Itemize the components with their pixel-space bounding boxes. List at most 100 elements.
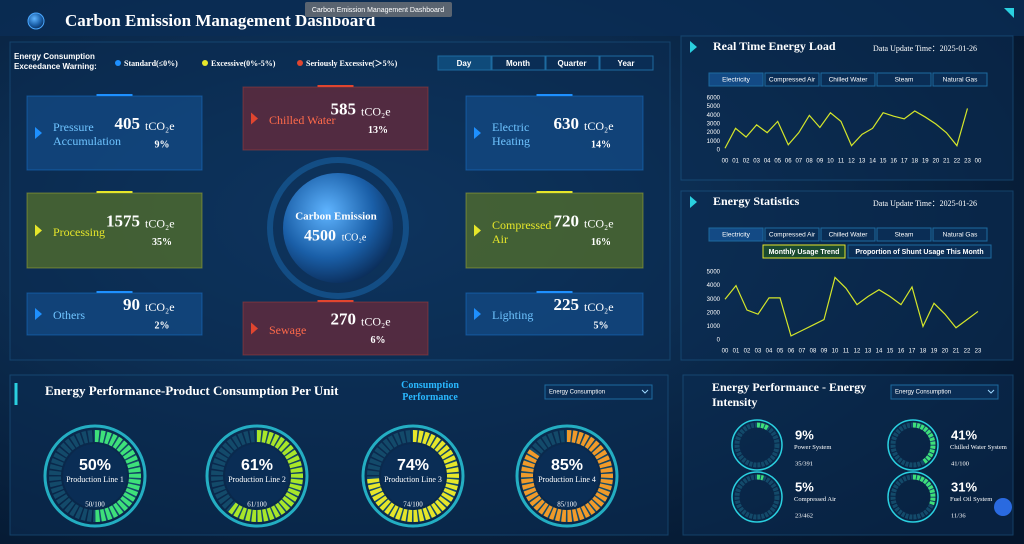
- chart-subtab[interactable]: [847, 244, 992, 259]
- source-name-box: Pressure Accumulation: [53, 120, 121, 148]
- chart-tab-label[interactable]: Compressed Air: [769, 232, 816, 239]
- chart-tab-label[interactable]: Electricity: [722, 232, 751, 239]
- tooltip: [305, 2, 452, 17]
- x-tick-label: 00: [722, 159, 729, 165]
- source-share: 13%: [368, 125, 388, 136]
- source-share: 6%: [371, 335, 386, 346]
- x-tick-label: 19: [922, 159, 929, 165]
- period-tab[interactable]: [437, 55, 492, 71]
- mini-gauge-ring: [731, 419, 783, 471]
- card-accent: [536, 291, 573, 293]
- chart-tab-label[interactable]: Chilled Water: [829, 232, 869, 239]
- x-tick-label: 02: [744, 349, 751, 355]
- source-value: 405: [115, 114, 141, 133]
- chart-tab-label[interactable]: Electricity: [722, 77, 751, 84]
- dropdown-label[interactable]: Energy Consumption: [895, 390, 951, 396]
- chart-tab[interactable]: [876, 227, 932, 242]
- x-tick-label: 21: [953, 349, 960, 355]
- chart-tab[interactable]: [708, 72, 764, 87]
- chart-tab[interactable]: [820, 227, 876, 242]
- chart-subtitle: Data Update Time：2025-01-26: [873, 199, 977, 208]
- legend-dot: [297, 60, 303, 66]
- gauge-value: 61%: [241, 457, 273, 474]
- x-tick-label: 08: [806, 159, 813, 165]
- x-tick-label: 03: [755, 349, 762, 355]
- x-tick-label: 16: [898, 349, 905, 355]
- chart-tab[interactable]: [876, 72, 932, 87]
- intensity-name-box: Chilled Water System: [950, 444, 1007, 451]
- chart-subtab-label[interactable]: Proportion of Shunt Usage This Month: [855, 249, 983, 256]
- chart-tab[interactable]: [764, 227, 820, 242]
- source-name-box: Lighting: [492, 308, 533, 322]
- performance-subtitle-box: Consumption Performance: [401, 380, 459, 403]
- period-tab-label[interactable]: Day: [457, 59, 472, 68]
- intensity-name: Fuel Oil System: [950, 496, 993, 503]
- chart-tab[interactable]: [764, 72, 820, 87]
- logo: [27, 12, 45, 30]
- x-tick-label: 18: [920, 349, 927, 355]
- chart-tab-label[interactable]: Compressed Air: [769, 77, 816, 84]
- period-tab[interactable]: [599, 55, 654, 71]
- mini-gauge-progress: [756, 474, 764, 481]
- chart-tab-label[interactable]: Chilled Water: [829, 77, 869, 84]
- assistant-button[interactable]: [994, 498, 1012, 516]
- source-card: [26, 95, 203, 171]
- card-arrow: [474, 308, 481, 320]
- chart-tab-label[interactable]: Natural Gas: [943, 232, 978, 239]
- source-name-box: Electric Heating: [492, 120, 530, 148]
- chart-tab[interactable]: [708, 227, 764, 242]
- card-accent: [96, 191, 133, 193]
- chart-subtab-label[interactable]: Monthly Usage Trend: [769, 249, 840, 256]
- source-unit: tCO₂e: [145, 300, 175, 314]
- chart-tab-label[interactable]: Steam: [895, 77, 914, 84]
- intensity-title: Energy Performance - Energy Intensity: [712, 380, 867, 409]
- x-tick-label: 01: [732, 159, 739, 165]
- line-series: [724, 276, 979, 337]
- gauge-value: 74%: [397, 457, 429, 474]
- x-tick-label: 12: [854, 349, 861, 355]
- gauge-value: 50%: [79, 457, 111, 474]
- chart-tab-label[interactable]: Natural Gas: [943, 77, 978, 84]
- header-bar: [0, 0, 1024, 36]
- period-tab-label[interactable]: Year: [618, 59, 635, 68]
- intensity-name-box: Compressed Air: [794, 496, 837, 503]
- gauge-outer: [43, 424, 147, 528]
- source-card: [242, 301, 429, 356]
- intensity-value: 31%: [951, 479, 977, 494]
- source-value: 225: [554, 295, 580, 314]
- performance-title: Energy Performance-Product Consumption P…: [45, 383, 339, 398]
- intensity-title-box: Energy Performance - Energy Intensity: [712, 380, 867, 409]
- gauge-ratio: 61/100: [247, 501, 267, 509]
- x-tick-label: 07: [799, 349, 806, 355]
- source-share: 16%: [591, 237, 611, 248]
- y-tick-label: 3000: [707, 122, 721, 128]
- gauge-name: Production Line 2: [228, 475, 286, 484]
- period-tab[interactable]: [545, 55, 600, 71]
- period-tab[interactable]: [491, 55, 546, 71]
- dropdown[interactable]: [890, 384, 999, 400]
- chart-tab-label[interactable]: Steam: [895, 232, 914, 239]
- y-tick-label: 1000: [707, 139, 721, 145]
- chart-tab[interactable]: [932, 72, 988, 87]
- period-tab-label[interactable]: Quarter: [558, 59, 587, 68]
- x-tick-label: 19: [931, 349, 938, 355]
- dropdown-label[interactable]: Energy Consumption: [549, 390, 605, 396]
- chart-subtab[interactable]: [762, 244, 846, 259]
- intensity-name: Chilled Water System: [950, 444, 1007, 451]
- card-arrow: [474, 224, 481, 237]
- x-tick-label: 11: [838, 159, 845, 165]
- performance-subtitle: Consumption Performance: [401, 380, 459, 403]
- x-tick-label: 09: [821, 349, 828, 355]
- gauge-progress: [227, 430, 303, 522]
- chart-tab[interactable]: [932, 227, 988, 242]
- dropdown[interactable]: [544, 384, 653, 400]
- chart-tab[interactable]: [820, 72, 876, 87]
- x-tick-label: 15: [880, 159, 887, 165]
- source-name: Others: [53, 308, 85, 322]
- period-tab-label[interactable]: Month: [506, 59, 530, 68]
- intensity-name: Compressed Air: [794, 496, 837, 503]
- line-series: [724, 108, 969, 149]
- gauge-value: 85%: [551, 457, 583, 474]
- card-arrow: [474, 127, 481, 139]
- source-name-box: Chilled Water: [269, 113, 335, 127]
